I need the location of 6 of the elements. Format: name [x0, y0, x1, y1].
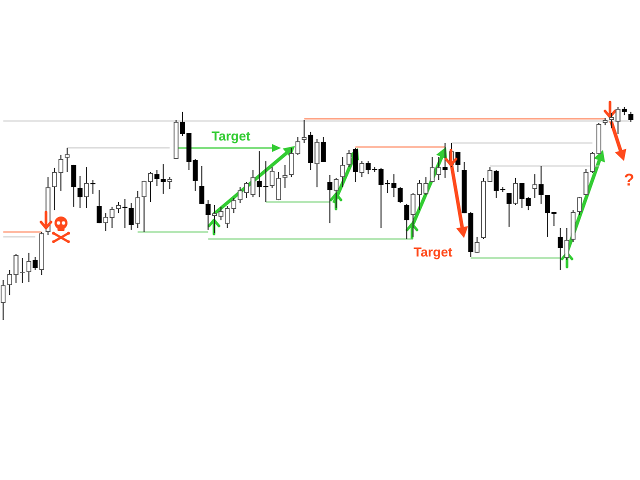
- annotation: ?: [624, 170, 634, 190]
- candlestick: [90, 180, 96, 194]
- candlestick: [160, 164, 166, 194]
- annotation: Target: [414, 244, 454, 260]
- candlestick: [122, 199, 128, 228]
- annotation: Target: [212, 128, 252, 144]
